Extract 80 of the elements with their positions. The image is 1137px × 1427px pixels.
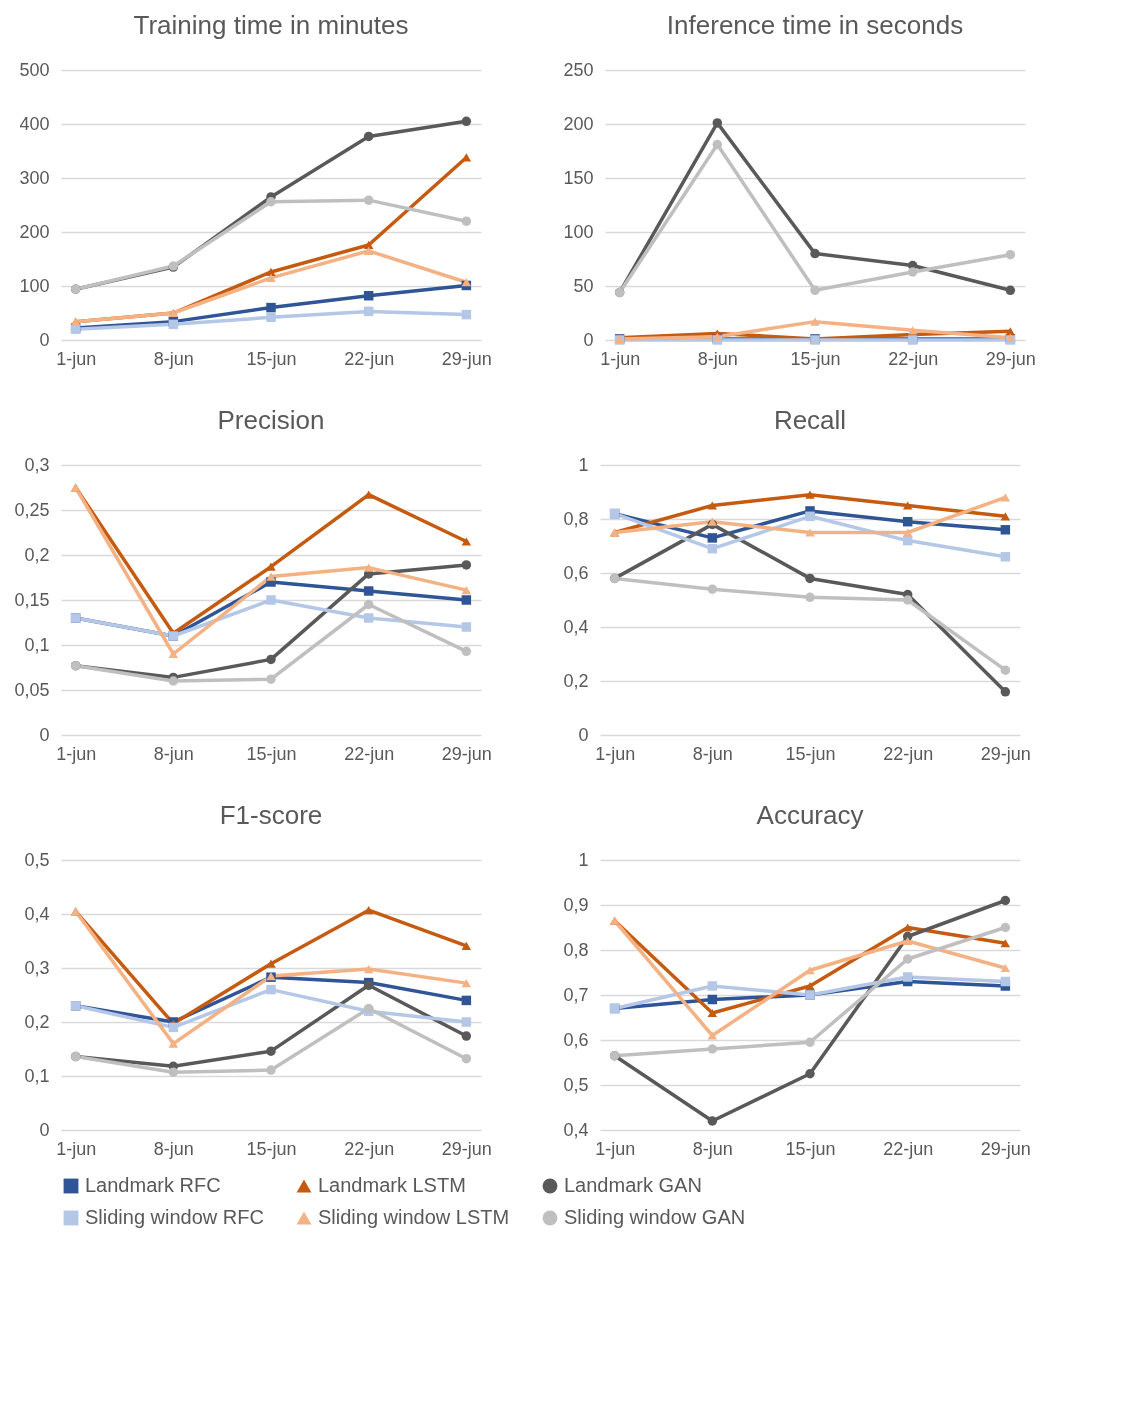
y-tick-label: 400 (19, 113, 50, 134)
x-tick-label: 1-jun (595, 743, 636, 764)
x-tick-label: 22-jun (344, 1138, 395, 1159)
chart-title: Accuracy (756, 800, 864, 830)
y-tick-label: 0,5 (24, 849, 50, 870)
x-tick-label: 22-jun (344, 348, 395, 369)
chart-title: Inference time in seconds (666, 10, 964, 40)
y-tick-label: 0,1 (24, 1065, 50, 1086)
y-tick-label: 0 (583, 329, 594, 350)
y-tick-label: 0,4 (563, 616, 589, 637)
y-tick-label: 0,25 (14, 499, 50, 520)
x-tick-label: 29-jun (441, 1138, 492, 1159)
legend-label: Landmark GAN (564, 1174, 702, 1196)
x-tick-label: 8-jun (153, 743, 194, 764)
y-tick-label: 200 (563, 113, 594, 134)
x-tick-label: 1-jun (56, 743, 97, 764)
y-tick-label: 0,4 (563, 1119, 589, 1140)
x-tick-label: 8-jun (153, 348, 194, 369)
y-tick-label: 0,7 (563, 984, 589, 1005)
x-tick-label: 15-jun (246, 348, 297, 369)
y-tick-label: 0,2 (24, 544, 50, 565)
x-tick-label: 15-jun (246, 743, 297, 764)
y-tick-label: 100 (19, 275, 50, 296)
y-tick-label: 0,3 (24, 957, 50, 978)
x-tick-label: 1-jun (56, 348, 97, 369)
y-tick-label: 0 (39, 329, 50, 350)
y-tick-label: 0,5 (563, 1074, 589, 1095)
chart-title: F1-score (219, 800, 323, 830)
x-tick-label: 22-jun (883, 743, 934, 764)
y-tick-label: 100 (563, 221, 594, 242)
legend-label: Sliding window GAN (564, 1206, 746, 1228)
x-tick-label: 15-jun (785, 1138, 836, 1159)
legend-label: Landmark RFC (85, 1174, 221, 1196)
y-tick-label: 0,8 (563, 939, 589, 960)
y-tick-label: 0,9 (563, 894, 589, 915)
x-tick-label: 15-jun (785, 743, 836, 764)
y-tick-label: 0,3 (24, 454, 50, 475)
x-tick-label: 22-jun (344, 743, 395, 764)
x-tick-label: 8-jun (697, 348, 738, 369)
chart-title: Precision (217, 405, 325, 435)
y-tick-label: 0,4 (24, 903, 50, 924)
x-tick-label: 29-jun (441, 348, 492, 369)
x-tick-label: 1-jun (56, 1138, 97, 1159)
legend-label: Sliding window LSTM (318, 1206, 510, 1228)
x-tick-label: 29-jun (980, 743, 1031, 764)
y-tick-label: 1 (578, 849, 589, 870)
x-tick-label: 1-jun (600, 348, 641, 369)
y-tick-label: 1 (578, 454, 589, 475)
y-tick-label: 0,2 (24, 1011, 50, 1032)
x-tick-label: 15-jun (246, 1138, 297, 1159)
y-tick-label: 0,6 (563, 562, 589, 583)
y-tick-label: 0,6 (563, 1029, 589, 1050)
y-tick-label: 0 (39, 724, 50, 745)
y-tick-label: 500 (19, 59, 50, 80)
x-tick-label: 29-jun (985, 348, 1036, 369)
x-tick-label: 29-jun (441, 743, 492, 764)
x-tick-label: 22-jun (883, 1138, 934, 1159)
y-tick-label: 50 (573, 275, 594, 296)
y-tick-label: 0 (39, 1119, 50, 1140)
legend-label: Sliding window RFC (85, 1206, 264, 1228)
legend-label: Landmark LSTM (318, 1174, 466, 1196)
x-tick-label: 1-jun (595, 1138, 636, 1159)
chart-title: Training time in minutes (133, 10, 409, 40)
y-tick-label: 250 (563, 59, 594, 80)
y-tick-label: 0,1 (24, 634, 50, 655)
y-tick-label: 0,2 (563, 670, 589, 691)
x-tick-label: 15-jun (790, 348, 841, 369)
x-tick-label: 8-jun (692, 1138, 733, 1159)
x-tick-label: 8-jun (692, 743, 733, 764)
x-tick-label: 29-jun (980, 1138, 1031, 1159)
y-tick-label: 0,8 (563, 508, 589, 529)
y-tick-label: 0,05 (14, 679, 50, 700)
chart-title: Recall (773, 405, 847, 435)
x-tick-label: 22-jun (888, 348, 939, 369)
y-tick-label: 300 (19, 167, 50, 188)
y-tick-label: 0 (578, 724, 589, 745)
y-tick-label: 0,15 (14, 589, 50, 610)
y-tick-label: 150 (563, 167, 594, 188)
x-tick-label: 8-jun (153, 1138, 194, 1159)
y-tick-label: 200 (19, 221, 50, 242)
